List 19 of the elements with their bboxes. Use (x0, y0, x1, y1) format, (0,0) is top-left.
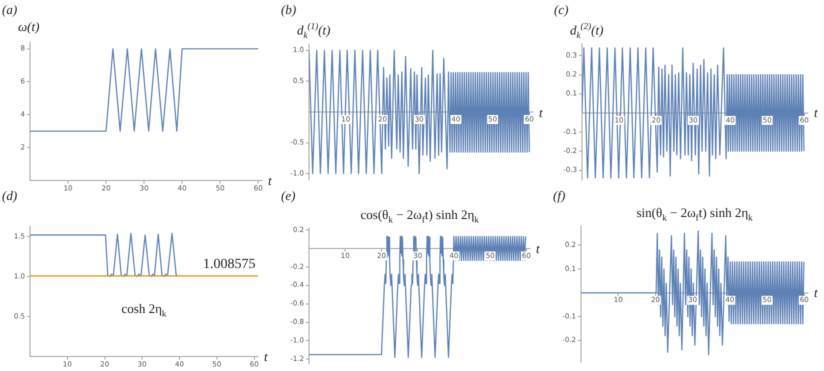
ref-line-label: 1.008575 (203, 256, 256, 272)
y-axis-title: d$_{k}$$^{(2)}$(t) (570, 21, 604, 40)
text: (b) (281, 2, 296, 17)
y-axis-title: d$_{k}$$^{(1)}$(t) (297, 21, 330, 40)
x-axis-title: t (268, 173, 272, 188)
text: (a) (2, 2, 18, 17)
x-axis-title: t (814, 105, 818, 120)
chart-title: cos(θ$_{k}$ − 2ω$_{f}$t) sinh 2η$_{k}$ (360, 207, 479, 225)
x-axis-title: t (539, 104, 543, 120)
x-axis-title: t (264, 349, 268, 364)
text: (d) (2, 188, 18, 203)
text: (e) (281, 188, 296, 203)
chart-title: sin(θ$_{k}$ − 2ω$_{f}$t) sinh 2η$_{k}$ (636, 205, 753, 223)
y-axis-title: ω(t) (18, 19, 40, 34)
x-axis-title: t (536, 240, 540, 256)
x-axis-title: t (814, 285, 818, 300)
text: (c) (554, 2, 568, 17)
text: (f) (553, 188, 566, 203)
series-label: cosh 2η$_{k}$ (122, 300, 166, 319)
